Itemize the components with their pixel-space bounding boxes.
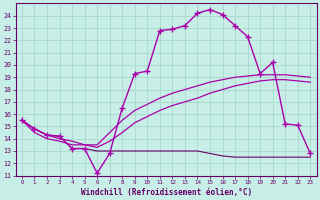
X-axis label: Windchill (Refroidissement éolien,°C): Windchill (Refroidissement éolien,°C) [81, 188, 252, 197]
